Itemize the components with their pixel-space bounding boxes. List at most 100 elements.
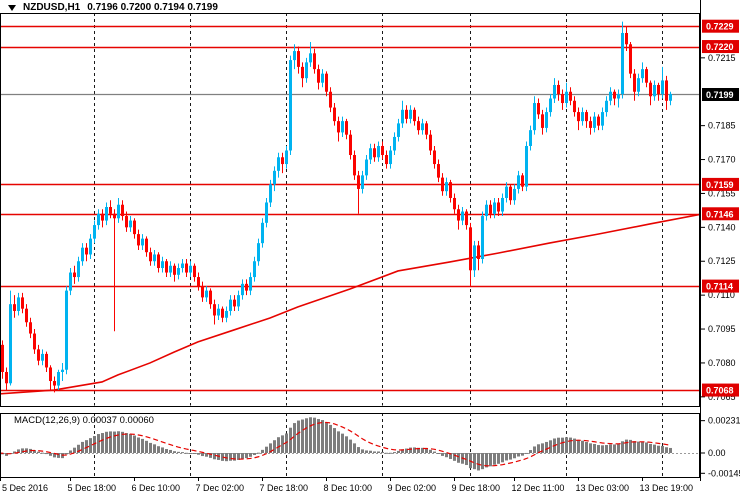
macd-histogram-bar (449, 453, 452, 459)
candle-bear (649, 82, 652, 97)
candle-bear (405, 109, 408, 119)
candle-bear (5, 371, 8, 384)
level-badge-label: 0.7146 (706, 209, 734, 219)
price-tick-label: 0.7065 (708, 392, 736, 402)
candle-bear (585, 112, 588, 122)
candle-bear (413, 109, 416, 122)
candle-bull (637, 78, 640, 92)
macd-histogram-bar (497, 453, 500, 464)
candle-bear (337, 121, 340, 133)
macd-histogram-bar (317, 419, 320, 453)
candle-bear (137, 234, 140, 246)
macd-histogram-bar (21, 448, 24, 453)
macd-histogram-bar (373, 451, 376, 453)
symbol-dropdown-icon[interactable] (8, 4, 16, 11)
candle-bull (257, 243, 260, 262)
macd-histogram-bar (305, 418, 308, 453)
candle-bear (157, 254, 160, 269)
candle-bull (641, 69, 644, 79)
candle-bull (601, 112, 604, 126)
macd-histogram-bar (313, 417, 316, 453)
level-badge-label: 0.7229 (706, 22, 734, 32)
candle-bear (329, 91, 332, 108)
candle-bull (129, 220, 132, 228)
macd-histogram-bar (633, 441, 636, 453)
macd-histogram-bar (417, 447, 420, 453)
level-badge-label: 0.7114 (706, 282, 733, 292)
price-tick-label: 0.7125 (708, 256, 736, 266)
candle-bear (185, 263, 188, 273)
macd-histogram-bar (617, 444, 620, 453)
macd-histogram-bar (213, 453, 216, 460)
candle-bull (289, 60, 292, 151)
candle-bull (653, 84, 656, 97)
candle-bear (301, 66, 304, 79)
macd-histogram-bar (517, 453, 520, 457)
candle-bull (41, 353, 44, 361)
macd-histogram-bar (221, 453, 224, 461)
candle-bull (421, 123, 424, 131)
candle-bull (621, 32, 624, 94)
candle-bear (233, 299, 236, 307)
macd-histogram-bar (173, 451, 176, 453)
candle-bull (189, 265, 192, 273)
macd-histogram-bar (513, 453, 516, 459)
macd-histogram-bar (609, 444, 612, 453)
macd-histogram-bar (537, 444, 540, 453)
candle-bear (333, 107, 336, 122)
macd-histogram-bar (385, 452, 388, 454)
macd-histogram-bar (585, 441, 588, 453)
candle-bull (593, 116, 596, 128)
candle-bull (553, 84, 556, 99)
macd-histogram-bar (273, 440, 276, 453)
macd-histogram-bar (153, 444, 156, 453)
macd-histogram-bar (445, 453, 448, 458)
macd-histogram-bar (41, 452, 44, 454)
macd-histogram-bar (197, 453, 200, 455)
macd-tick-label: 0.00 (708, 448, 726, 458)
candle-bull (525, 145, 528, 187)
candle-bear (453, 197, 456, 210)
candle-bull (277, 157, 280, 171)
macd-histogram-bar (301, 419, 304, 453)
macd-histogram-bar (337, 431, 340, 453)
level-badge (702, 19, 739, 33)
candle-bull (617, 94, 620, 99)
macd-histogram-bar (653, 444, 656, 453)
macd-histogram-bar (521, 453, 524, 456)
candle-bull (169, 265, 172, 273)
macd-histogram-bar (457, 453, 460, 463)
macd-histogram-bar (37, 451, 40, 453)
level-badge (702, 207, 739, 221)
candle-bear (349, 134, 352, 156)
macd-histogram-bar (253, 453, 256, 456)
candle-bear (325, 73, 328, 92)
macd-histogram-bar (361, 449, 364, 453)
candle-bull (177, 268, 180, 275)
candle-bear (429, 134, 432, 151)
macd-histogram-bar (345, 436, 348, 453)
candle-bull (153, 254, 156, 262)
candle-bull (237, 295, 240, 307)
macd-histogram-bar (89, 438, 92, 453)
price-tick-label: 0.7185 (708, 121, 736, 131)
candle-bear (569, 91, 572, 101)
macd-histogram-bar (293, 423, 296, 453)
macd-histogram-bar (533, 446, 536, 453)
candle-bull (161, 261, 164, 269)
candle-bear (121, 204, 124, 217)
candle-bear (537, 103, 540, 115)
macd-histogram-bar (265, 446, 268, 453)
macd-histogram-bar (409, 447, 412, 453)
candle-bear (433, 150, 436, 165)
candle-bull (365, 159, 368, 176)
macd-histogram-bar (325, 422, 328, 453)
level-badge-label: 0.7220 (706, 42, 734, 52)
candle-bull (401, 109, 404, 124)
candle-bear (561, 94, 564, 104)
candle-bear (173, 265, 176, 275)
macd-histogram-bar (65, 453, 68, 455)
macd-histogram-bar (321, 420, 324, 453)
